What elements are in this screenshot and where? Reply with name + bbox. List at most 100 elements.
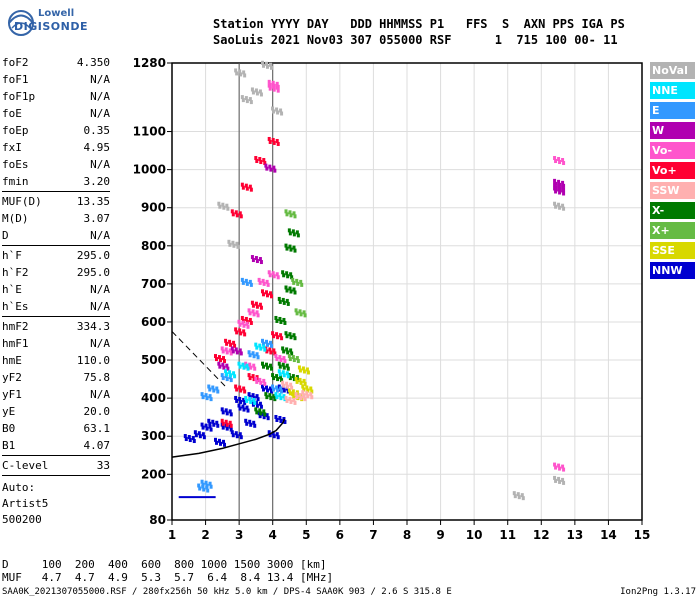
echo-point bbox=[235, 387, 239, 392]
echo-point bbox=[558, 182, 562, 187]
echo-point bbox=[263, 412, 267, 417]
echo-point bbox=[240, 315, 244, 320]
echo-point bbox=[554, 189, 558, 194]
legend-item-nne: NNE bbox=[650, 82, 695, 99]
muf-values-row: MUF 4.7 4.7 4.9 5.3 5.7 6.4 8.4 13.4 [MH… bbox=[2, 571, 334, 584]
auto-label: Auto: bbox=[2, 481, 36, 494]
echo-point bbox=[268, 273, 272, 278]
x-tick-label: 6 bbox=[336, 528, 344, 542]
echo-point bbox=[278, 355, 282, 360]
echo-point bbox=[252, 363, 256, 368]
echo-point bbox=[558, 190, 562, 195]
echo-point bbox=[277, 361, 281, 366]
echo-point bbox=[521, 496, 525, 501]
echo-point bbox=[275, 318, 279, 323]
echo-point bbox=[279, 386, 283, 391]
echo-point bbox=[250, 255, 254, 260]
x-tick-label: 7 bbox=[369, 528, 377, 542]
echo-point bbox=[278, 415, 282, 420]
echo-point bbox=[298, 377, 302, 382]
param-row: hmE 110.0 bbox=[2, 352, 110, 369]
echo-point bbox=[298, 368, 302, 373]
echo-point bbox=[557, 157, 561, 162]
echo-point bbox=[299, 279, 303, 284]
echo-point bbox=[268, 393, 272, 398]
echo-point bbox=[275, 272, 279, 277]
echo-point bbox=[235, 71, 239, 76]
echo-point bbox=[249, 320, 253, 325]
echo-point bbox=[226, 206, 230, 211]
echo-point bbox=[245, 363, 249, 368]
param-value: N/A bbox=[90, 73, 110, 86]
echo-point bbox=[268, 139, 272, 144]
param-separator bbox=[2, 475, 110, 476]
param-row: fxI 4.95 bbox=[2, 139, 110, 156]
echo-point bbox=[215, 386, 219, 391]
param-row: h`F 295.0 bbox=[2, 247, 110, 264]
muf-table: D 100 200 400 600 800 1000 1500 3000 [km… bbox=[2, 558, 333, 584]
echo-point bbox=[271, 373, 275, 378]
echo-point bbox=[233, 374, 237, 379]
echo-point bbox=[205, 483, 209, 488]
echo-point bbox=[223, 442, 226, 447]
echo-point bbox=[259, 411, 263, 416]
echo-point bbox=[280, 336, 284, 341]
echo-point bbox=[267, 430, 271, 435]
echo-point bbox=[268, 82, 272, 87]
echo-point bbox=[249, 399, 253, 404]
param-name: MUF(D) bbox=[2, 195, 42, 208]
echo-point bbox=[235, 350, 239, 355]
param-name: foEp bbox=[2, 124, 29, 137]
echo-point bbox=[262, 344, 266, 349]
echo-point bbox=[262, 409, 266, 414]
echo-point bbox=[272, 334, 276, 339]
echo-point bbox=[218, 438, 221, 443]
echo-point bbox=[242, 386, 246, 391]
echo-point bbox=[553, 201, 557, 206]
echo-point bbox=[554, 181, 558, 186]
echo-point bbox=[272, 348, 276, 353]
echo-point bbox=[281, 362, 285, 367]
footer-version: Ion2Png 1.3.17 bbox=[620, 587, 696, 597]
echo-point bbox=[215, 440, 218, 445]
echo-point bbox=[229, 351, 233, 356]
echo-point bbox=[276, 110, 280, 115]
echo-point bbox=[289, 382, 293, 387]
echo-point bbox=[248, 353, 252, 358]
y-tick-label: 1280 bbox=[133, 56, 166, 70]
echo-point bbox=[232, 340, 236, 345]
y-tick-label: 300 bbox=[141, 429, 166, 443]
echo-point bbox=[205, 396, 209, 401]
echo-point bbox=[220, 407, 224, 412]
echo-point bbox=[264, 392, 268, 397]
echo-point bbox=[255, 345, 259, 350]
echo-point bbox=[205, 426, 209, 431]
echo-point bbox=[239, 435, 243, 440]
echo-point bbox=[292, 211, 296, 216]
echo-point bbox=[224, 369, 228, 374]
param-row: foF1p N/A bbox=[2, 88, 110, 105]
echo-point bbox=[238, 69, 242, 74]
param-value: 75.8 bbox=[83, 371, 111, 384]
echo-point bbox=[234, 431, 238, 436]
echo-point bbox=[278, 299, 282, 304]
echo-point bbox=[291, 355, 295, 360]
echo-point bbox=[247, 350, 251, 355]
echo-point bbox=[269, 291, 272, 296]
echo-point bbox=[269, 167, 273, 172]
echo-point bbox=[255, 403, 259, 408]
echo-point bbox=[255, 310, 259, 315]
echo-point bbox=[279, 396, 283, 401]
param-value: 4.07 bbox=[83, 439, 111, 452]
echo-point bbox=[292, 395, 296, 400]
echo-point bbox=[276, 141, 280, 146]
echo-point bbox=[275, 138, 279, 143]
echo-point bbox=[276, 88, 280, 93]
echo-point bbox=[266, 388, 269, 393]
y-tick-label: 700 bbox=[141, 277, 166, 291]
echo-point bbox=[254, 256, 258, 261]
echo-point bbox=[282, 383, 286, 388]
echo-point bbox=[303, 381, 307, 386]
echo-point bbox=[279, 333, 283, 338]
echo-point bbox=[231, 433, 235, 438]
